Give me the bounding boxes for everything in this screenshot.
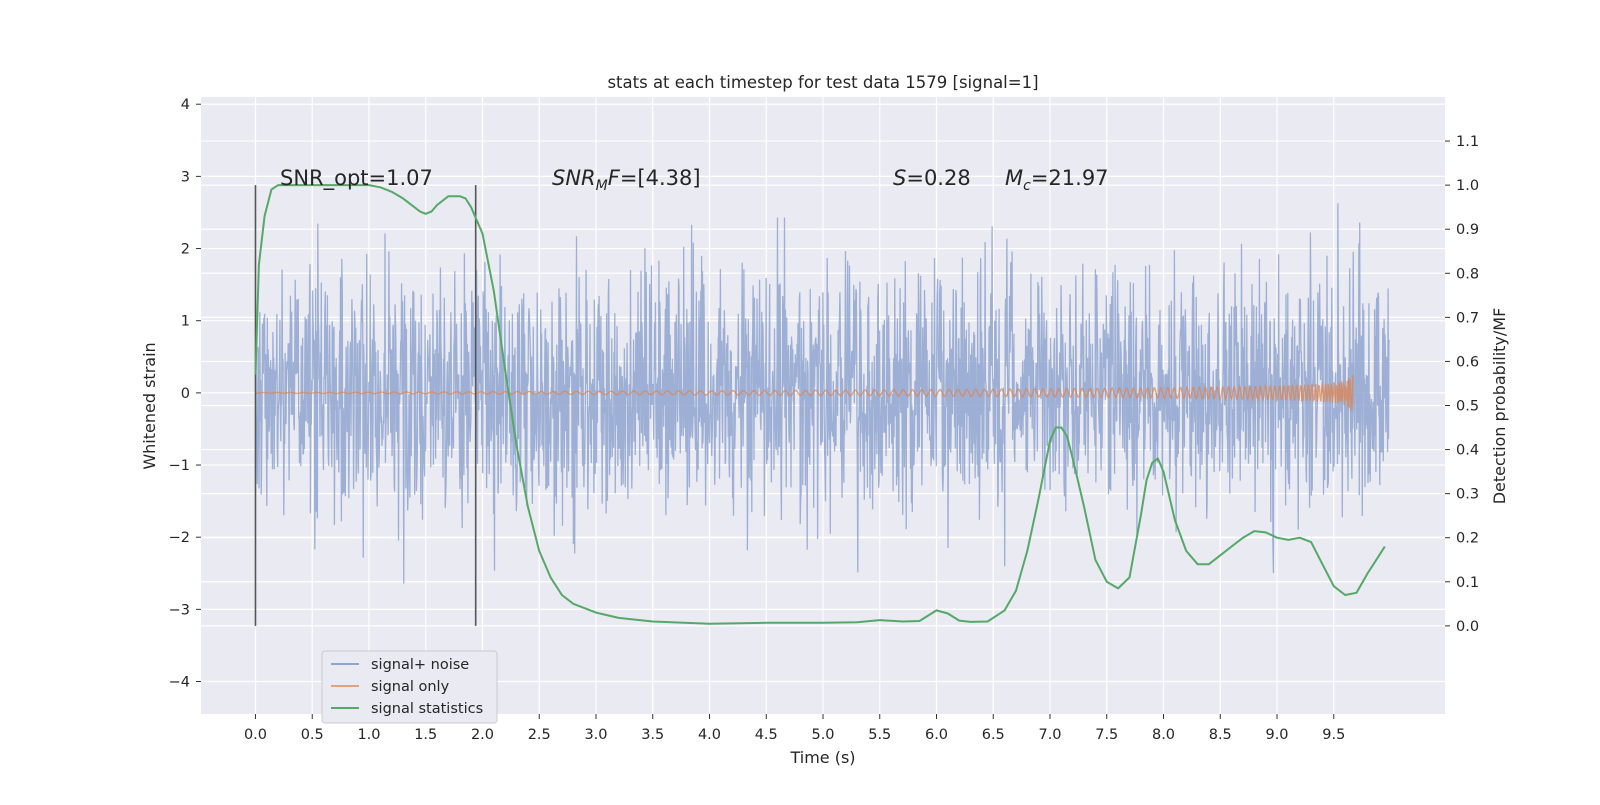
y-tick-label-left: −2: [169, 530, 190, 546]
x-tick-label: 5.0: [811, 727, 834, 743]
legend-label-signal: signal only: [371, 679, 450, 695]
tick-layer: 0.0 0.5 1.0 1.5 2.0 2.5 3.0 3.5 4.0 4.5 5.0 5.5 6.0 6…: [169, 97, 1479, 743]
annotation-mc-subscript: c: [1023, 178, 1031, 194]
x-tick-label: 3.5: [641, 727, 664, 743]
annotation-mc-value: =21.97: [1031, 166, 1109, 190]
legend-label-noise: signal+ noise: [371, 657, 469, 673]
x-tick-label: 4.5: [755, 727, 778, 743]
y-tick-label-right: 1.0: [1456, 178, 1479, 194]
x-tick-label: 2.0: [471, 727, 494, 743]
y-tick-label-right: 0.9: [1456, 222, 1479, 238]
legend-label-stat: signal statistics: [371, 701, 483, 717]
y-axis-label-left: Whitened strain: [140, 342, 159, 469]
y-tick-label-left: −3: [169, 602, 190, 618]
annotation-snr-mf-tail: F: [608, 166, 621, 190]
x-tick-label: 9.0: [1265, 727, 1288, 743]
y-tick-label-right: 0.6: [1456, 354, 1479, 370]
x-tick-label: 9.5: [1322, 727, 1345, 743]
chart-title: stats at each timestep for test data 157…: [607, 73, 1038, 92]
x-tick-label: 7.0: [1038, 727, 1061, 743]
signal-only-line: [255, 374, 1354, 411]
x-tick-label: 3.0: [584, 727, 607, 743]
y-tick-label-right: 0.0: [1456, 619, 1479, 635]
x-tick-label: 8.5: [1209, 727, 1232, 743]
y-tick-label-right: 0.1: [1456, 575, 1479, 591]
signal-statistics-series: [254, 184, 1386, 625]
y-tick-label-left: −1: [169, 458, 190, 474]
vertical-markers: [254, 185, 477, 626]
y-axis-label-right: Detection probability/MF: [1490, 308, 1509, 505]
y-tick-label-left: 3: [181, 169, 190, 185]
signal-noise-line: [254, 203, 1391, 584]
x-tick-label: 4.0: [698, 727, 721, 743]
x-tick-label: 6.5: [982, 727, 1005, 743]
annotation-s-value: =0.28: [906, 166, 970, 190]
x-tick-label: 6.0: [925, 727, 948, 743]
annotation-snr-mf-subscript: M: [596, 178, 608, 194]
annotation-snr-mf-value: =[4.38]: [620, 166, 701, 190]
y-tick-label-right: 1.1: [1456, 134, 1479, 150]
x-tick-label: 0.5: [301, 727, 324, 743]
y-tick-label-right: 0.8: [1456, 266, 1479, 282]
x-tick-label: 0.0: [244, 727, 267, 743]
y-tick-label-right: 0.7: [1456, 310, 1479, 326]
signal-only-series: [255, 374, 1354, 411]
x-tick-label: 1.0: [357, 727, 380, 743]
y-tick-label-right: 0.4: [1456, 443, 1479, 459]
y-tick-label-right: 0.5: [1456, 399, 1479, 415]
legend-box: [321, 650, 498, 724]
annotation-mc-symbol: M: [1005, 166, 1023, 190]
y-tick-label-right: 0.3: [1456, 487, 1479, 503]
y-tick-label-left: 2: [181, 242, 190, 258]
y-tick-label-left: 1: [181, 314, 190, 330]
x-tick-label: 1.5: [414, 727, 437, 743]
x-tick-label: 5.5: [868, 727, 891, 743]
annotation-s: S=0.28: [893, 166, 971, 190]
x-tick-label: 8.0: [1152, 727, 1175, 743]
y-tick-label-left: −4: [169, 675, 190, 691]
x-tick-label: 2.5: [528, 727, 551, 743]
signal-noise-series: [254, 203, 1391, 584]
annotation-mc: Mc=21.97: [1005, 166, 1109, 194]
annotation-s-symbol: S: [893, 166, 906, 190]
annotation-snr-opt: SNR_opt=1.07: [280, 166, 433, 191]
x-tick-label: 7.5: [1095, 727, 1118, 743]
y-tick-label-left: 0: [181, 386, 190, 402]
annotation-snr-mf: SNRMF=[4.38]: [552, 166, 701, 194]
x-axis-label: Time (s): [789, 748, 855, 767]
y-tick-label-right: 0.2: [1456, 531, 1479, 547]
signal-statistics-line: [254, 184, 1386, 625]
annotation-snr-mf-symbol: SNR: [552, 166, 596, 190]
y-tick-label-left: 4: [181, 97, 190, 113]
legend: signal+ noise signal only signal statist…: [321, 650, 498, 724]
